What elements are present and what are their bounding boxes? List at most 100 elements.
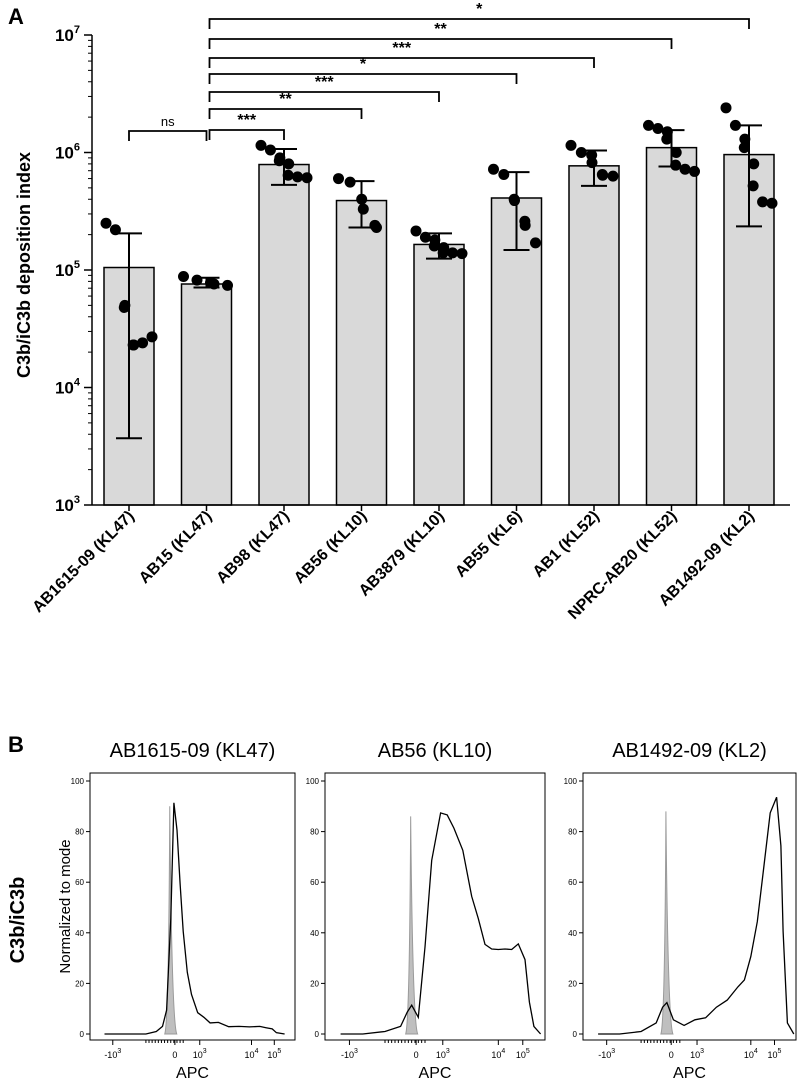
plot-frame: [582, 772, 797, 1041]
data-point: [301, 172, 313, 184]
data-point: [738, 142, 750, 154]
histogram-title: AB1492-09 (KL2): [612, 740, 767, 762]
y-tick-label: 60: [75, 878, 84, 887]
significance-bracket: [208, 73, 518, 84]
significance-label: ***: [315, 74, 334, 91]
x-tick-label: 105: [516, 1048, 530, 1060]
data-point: [447, 247, 459, 259]
data-point: [191, 274, 203, 286]
plot-frame: [89, 772, 296, 1041]
x-tick-label: 0: [172, 1050, 177, 1060]
x-tick-label: 104: [744, 1048, 758, 1060]
x-tick-label: 0: [414, 1050, 419, 1060]
data-point: [222, 279, 233, 291]
category-labels: AB1615-09 (KL47)AB15 (KL47)AB98 (KL47)AB…: [30, 505, 758, 623]
data-point: [565, 139, 577, 151]
y-tick-label: 20: [568, 979, 577, 988]
bar: [413, 243, 465, 506]
x-tick-label: -103: [598, 1048, 615, 1060]
category-label: AB1615-09 (KL47): [30, 508, 138, 616]
data-point: [282, 169, 294, 181]
significance-bracket: [208, 38, 673, 49]
category-label: AB3879 (KL10): [356, 508, 448, 600]
significance-bracket: [208, 91, 440, 102]
x-axis-label: APC: [176, 1065, 209, 1082]
panel-b-label: B: [8, 732, 24, 757]
x-tick-label: 0: [669, 1050, 674, 1060]
y-tick-label: 105: [55, 259, 80, 280]
x-tick-label: 103: [436, 1048, 450, 1060]
data-point: [410, 225, 422, 237]
significance-bracket: [208, 57, 595, 68]
data-point: [100, 217, 112, 229]
y-tick-label: 20: [310, 979, 319, 988]
significance-label: *: [360, 56, 367, 73]
data-point: [264, 144, 276, 156]
significance-label: ns: [161, 114, 175, 129]
y-tick-label: 40: [568, 929, 577, 938]
histogram-title: AB1615-09 (KL47): [110, 740, 276, 762]
y-tick-label: 0: [80, 1030, 85, 1039]
bars: [103, 146, 775, 506]
x-axis-label: APC: [673, 1065, 706, 1082]
data-point: [586, 157, 598, 169]
y-tick-label: 20: [75, 979, 84, 988]
bar: [180, 283, 233, 506]
x-tick-label: -103: [341, 1048, 358, 1060]
y-tick-label: 104: [55, 377, 81, 398]
data-point: [146, 331, 158, 343]
bar: [568, 165, 620, 506]
data-point: [419, 231, 431, 243]
x-tick-label: 103: [690, 1048, 704, 1060]
data-point: [118, 301, 130, 313]
data-point: [488, 163, 499, 175]
data-point: [428, 240, 440, 252]
y-axis-label: C3b/iC3b deposition index: [14, 152, 34, 378]
data-point: [371, 221, 382, 233]
y-tick-label: 80: [568, 828, 577, 837]
data-point: [437, 247, 449, 259]
x-axis-label: APC: [419, 1065, 452, 1082]
significance-label: **: [434, 21, 447, 38]
y-tick-label: 80: [75, 828, 84, 837]
significance-bracket: [208, 18, 750, 29]
data-point: [509, 195, 520, 207]
data-point: [747, 180, 759, 192]
isotype-control-peak: [660, 811, 674, 1035]
x-tick-label: 105: [768, 1048, 782, 1060]
significance-bracket: [128, 130, 208, 141]
data-point: [643, 119, 654, 131]
x-tick-label: 104: [245, 1048, 259, 1060]
y-tick-label: 40: [310, 929, 319, 938]
histogram-title: AB56 (KL10): [378, 740, 493, 762]
x-tick-label: 104: [491, 1048, 505, 1060]
y-tick-label: 60: [310, 878, 319, 887]
x-tick-label: 103: [193, 1048, 207, 1060]
data-point: [255, 139, 267, 151]
category-label: AB56 (KL10): [291, 508, 370, 587]
isotype-control-peak: [404, 816, 419, 1035]
y-tick-label: 0: [315, 1030, 320, 1039]
significance-label: **: [279, 91, 292, 108]
y-tick-label: 0: [573, 1030, 578, 1039]
y-axis-label: Normalized to mode: [57, 839, 74, 973]
data-point: [137, 337, 149, 349]
error-bars: [116, 124, 762, 440]
data-point: [689, 165, 700, 177]
y-axis-ticks: 103 104 105 106 107: [55, 24, 92, 515]
y-tick-label: 103: [55, 494, 80, 515]
data-point: [357, 203, 369, 215]
histogram-line: [598, 796, 795, 1035]
data-point: [519, 219, 531, 231]
data-point: [597, 169, 609, 181]
y-tick-label: 60: [568, 878, 577, 887]
x-tick-label: -103: [104, 1048, 121, 1060]
row-label: C3b/iC3b: [7, 877, 29, 964]
significance-bracket: [208, 129, 285, 140]
significance-label: ***: [237, 112, 256, 129]
y-tick-label: 80: [310, 828, 319, 837]
data-point: [283, 158, 295, 170]
histogram-ab1615: AB1615-09 (KL47) 0 20 40 60 80 100 Normalized t…: [57, 740, 296, 1082]
data-point: [670, 159, 682, 171]
